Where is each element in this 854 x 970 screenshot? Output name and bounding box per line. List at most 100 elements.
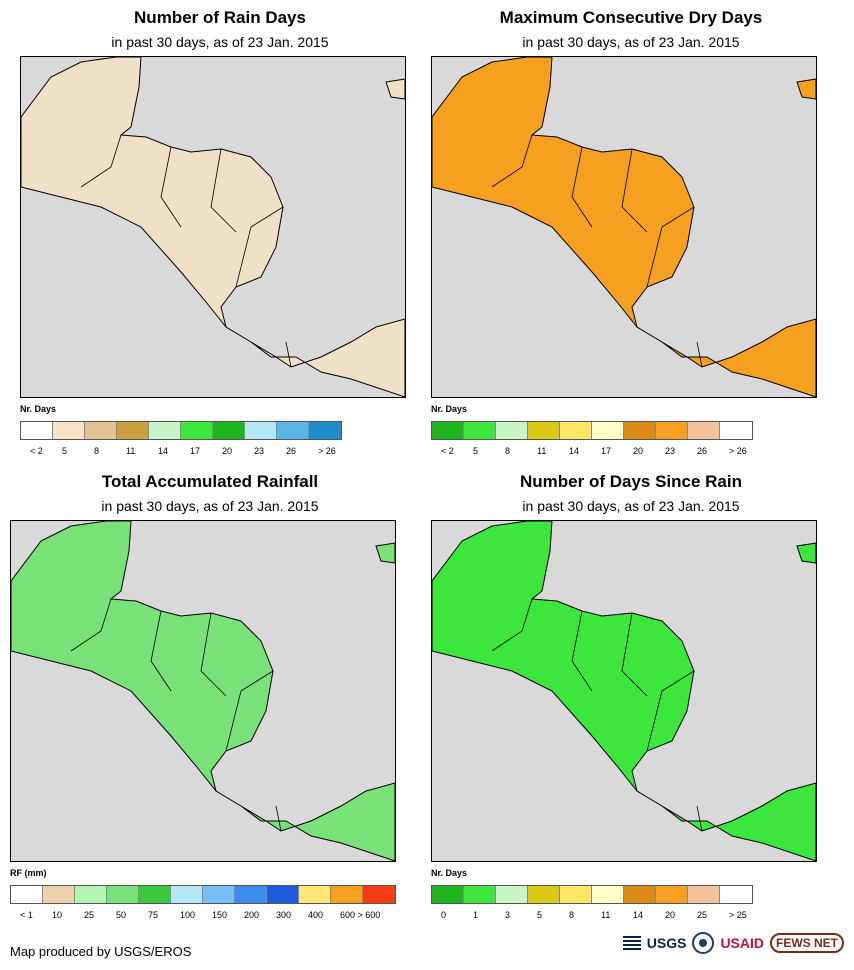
legend-swatch: [592, 422, 624, 439]
legend-label: < 2: [30, 446, 43, 456]
legend-swatch: [363, 886, 395, 903]
legend-swatch: [464, 422, 496, 439]
legend-label: 20: [633, 446, 644, 456]
fewsnet-logo: FEWS NET: [770, 933, 844, 953]
map-view[interactable]: [431, 56, 817, 398]
legend-swatch: [331, 886, 363, 903]
legend-swatch: [720, 422, 752, 439]
panel-title: Number of Days Since Rain: [519, 472, 742, 491]
country-border: [696, 341, 703, 368]
panel-subtitle: in past 30 days, as of 23 Jan. 2015: [522, 498, 740, 514]
legend-label: 10: [52, 910, 63, 920]
legend-label: 11: [126, 446, 136, 456]
island-jamaica: [796, 78, 816, 100]
legend-swatch: [432, 886, 464, 903]
legend-swatch: [592, 886, 624, 903]
legend-swatch: [181, 422, 213, 439]
legend-swatch: [624, 886, 656, 903]
map-credit: Map produced by USGS/EROS: [10, 944, 192, 959]
legend-swatch: [117, 422, 149, 439]
map-view[interactable]: [20, 56, 406, 398]
usgs-emblem-icon: [622, 936, 641, 950]
usgs-logo: USGS: [646, 935, 687, 951]
legend-swatch: [139, 886, 171, 903]
legend-color-bar: [431, 421, 753, 440]
legend-labels: 0 1 3 5 8 11 14 20 25 > 25: [431, 910, 791, 922]
panel-title: Total Accumulated Rainfall: [101, 472, 319, 491]
legend-swatch: [277, 422, 309, 439]
panel-subtitle: in past 30 days, as of 23 Jan. 2015: [111, 34, 329, 50]
legend-label: 75: [148, 910, 159, 920]
legend-label: 5: [473, 446, 479, 456]
legend-swatch: [624, 422, 656, 439]
legend-swatch: [11, 886, 43, 903]
legend-labels: < 1 10 25 50 75 100 150 200 300 400 600 > 600: [10, 910, 380, 922]
legend-label: 11: [601, 910, 611, 920]
agency-logos: USGS USAID FEWS NET: [622, 932, 844, 954]
legend-label: 200: [244, 910, 260, 920]
map-svg: [432, 57, 816, 397]
country-border: [621, 148, 648, 233]
legend-swatch: [203, 886, 235, 903]
legend-swatch: [720, 886, 752, 903]
panel-subtitle: in past 30 days, as of 23 Jan. 2015: [101, 498, 319, 514]
panel-max-consecutive-dry-days: Maximum Consecutive Dry Days in past 30 …: [421, 0, 841, 460]
legend-label: 25: [84, 910, 95, 920]
legend-color-bar: [20, 421, 342, 440]
country-border: [235, 206, 284, 288]
legend-swatch: [245, 422, 277, 439]
legend-swatch: [656, 422, 688, 439]
legend-swatch: [43, 886, 75, 903]
legend-label: 17: [601, 446, 612, 456]
legend-swatch: [299, 886, 331, 903]
country-border: [491, 598, 533, 652]
island-jamaica: [375, 542, 395, 564]
legend-label: 8: [505, 446, 511, 456]
legend-swatch: [656, 886, 688, 903]
legend-label: < 1: [20, 910, 33, 920]
island-jamaica: [385, 78, 405, 100]
legend-label: 50: [116, 910, 127, 920]
map-svg: [11, 521, 395, 861]
country-border: [160, 146, 182, 228]
legend-swatch: [213, 422, 245, 439]
country-border: [200, 612, 227, 697]
country-border: [646, 670, 695, 752]
legend-label: 14: [158, 446, 169, 456]
legend-label: 20: [665, 910, 676, 920]
country-border: [285, 341, 292, 368]
country-border: [225, 670, 274, 752]
legend-label: 11: [537, 446, 547, 456]
legend-label: > 26: [318, 446, 336, 456]
legend-label: 100: [180, 910, 196, 920]
legend-label: > 26: [729, 446, 747, 456]
legend-label: 26: [697, 446, 708, 456]
legend-swatch: [432, 422, 464, 439]
panel-days-since-rain: Number of Days Since Rain in past 30 day…: [421, 464, 841, 924]
legend-label: 8: [94, 446, 100, 456]
panel-title: Maximum Consecutive Dry Days: [499, 8, 763, 27]
legend-swatch: [21, 422, 53, 439]
legend-swatch: [75, 886, 107, 903]
country-border: [571, 146, 593, 228]
legend-label: < 2: [441, 446, 454, 456]
legend-title: RF (mm): [10, 868, 47, 878]
legend-label: 3: [505, 910, 511, 920]
country-border: [621, 612, 648, 697]
country-border: [70, 598, 112, 652]
usaid-logo: USAID: [720, 935, 764, 951]
legend-label: 600 > 600: [340, 910, 381, 920]
legend-swatch: [496, 886, 528, 903]
panel-total-accumulated-rainfall: Total Accumulated Rainfall in past 30 da…: [0, 464, 420, 924]
map-view[interactable]: [431, 520, 817, 862]
country-border: [571, 610, 593, 692]
legend-label: 17: [190, 446, 201, 456]
legend-swatch: [149, 422, 181, 439]
usaid-seal-icon: [692, 932, 715, 954]
legend-label: 14: [633, 910, 644, 920]
panel-rain-days: Number of Rain Days in past 30 days, as …: [10, 0, 430, 460]
panel-title: Number of Rain Days: [134, 8, 306, 27]
legend-swatch: [267, 886, 299, 903]
legend-color-bar: [431, 885, 753, 904]
map-view[interactable]: [10, 520, 396, 862]
